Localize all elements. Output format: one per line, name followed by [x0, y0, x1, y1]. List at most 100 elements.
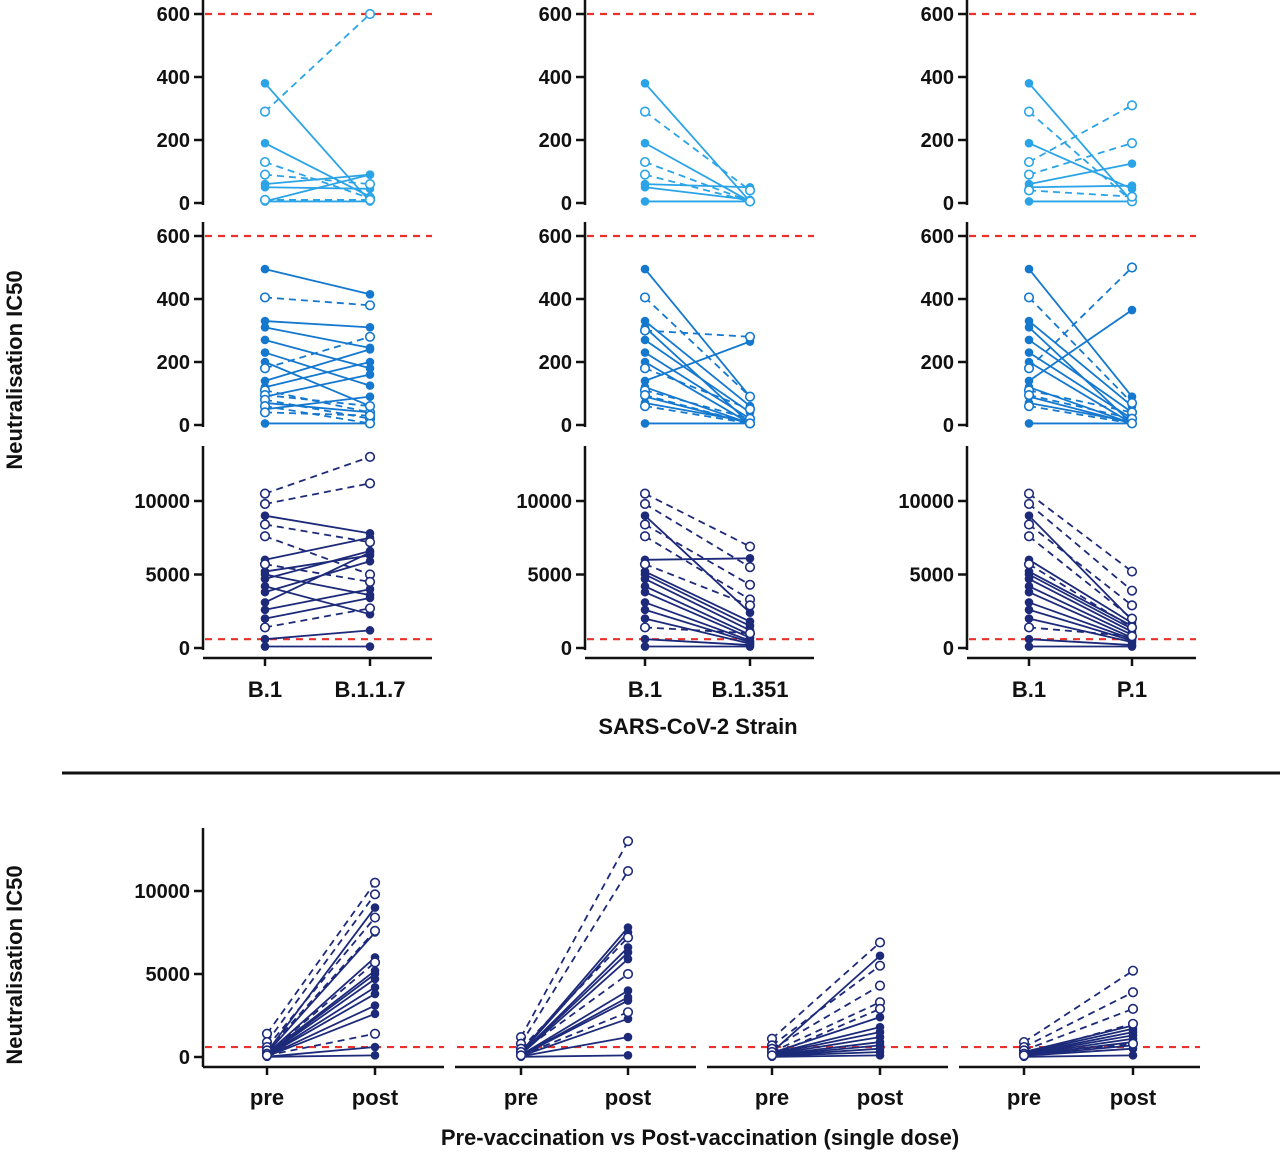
y-tick-label: 600 [157, 226, 190, 248]
series-line [644, 503, 751, 568]
series-line [266, 882, 376, 1035]
data-point-B.1 [639, 519, 651, 530]
x-tick-label: B.1.1.7 [335, 677, 406, 702]
series-11 [639, 292, 756, 402]
data-point-B.1 [260, 335, 270, 345]
series-line [266, 986, 376, 1057]
y-tick-label: 0 [943, 638, 954, 660]
series-17 [1023, 622, 1138, 642]
series-line [264, 173, 371, 185]
y-tick-label: 400 [539, 67, 572, 89]
series-line [1028, 142, 1133, 190]
x-tick-label: pre [1007, 1085, 1041, 1110]
series-line [264, 173, 371, 203]
series-line [264, 629, 371, 641]
data-point-B.1.1.7 [365, 381, 375, 390]
series-line [1023, 1024, 1134, 1053]
series-line [264, 607, 371, 629]
series-13 [1023, 498, 1138, 596]
series-line [264, 394, 371, 407]
series-line [1028, 189, 1133, 198]
series-17 [639, 622, 756, 639]
series-11 [766, 960, 886, 1051]
data-point-B.1 [640, 182, 650, 192]
data-point-B.1 [640, 348, 650, 357]
y-tick-label: 5000 [528, 565, 573, 587]
data-point-B.1 [1024, 587, 1034, 597]
data-point-B.1.1.7 [364, 8, 376, 20]
series-16 [259, 394, 376, 424]
data-point-B.1 [640, 79, 650, 88]
series-line [520, 999, 629, 1057]
series-1 [262, 928, 380, 1058]
series-line [264, 373, 371, 398]
data-point-B.1 [640, 587, 650, 597]
data-point-post [874, 1003, 886, 1014]
series-line [1023, 1054, 1134, 1058]
data-point-B.1.351 [744, 196, 756, 207]
series-line [264, 563, 371, 583]
series-line [1028, 351, 1133, 420]
series-line [1028, 591, 1133, 639]
series-line [1028, 389, 1133, 414]
series-0 [640, 511, 755, 618]
series-7 [260, 548, 375, 607]
series-13 [259, 331, 376, 374]
x-tick-label: pre [504, 1085, 538, 1110]
series-line [1028, 162, 1133, 185]
x-tick-label: post [605, 1085, 652, 1110]
y-tick-label: 200 [157, 352, 190, 374]
series-line [771, 1001, 881, 1053]
data-point-B.1 [260, 419, 270, 428]
data-point-B.1.1.7 [365, 357, 375, 367]
panel-top-row-3-B.1.351: 0 5000 10000 B.1 B.1.351 [516, 446, 814, 702]
data-point-B.1.1.7 [364, 194, 376, 205]
data-point-B.1 [640, 335, 650, 345]
top-x-axis-title: SARS-CoV-2 Strain [598, 714, 797, 739]
top-y-axis-title: Neutralisation IC50 [2, 270, 27, 469]
series-line [266, 993, 376, 1057]
data-point-B.1 [639, 559, 651, 570]
data-point-P.1 [1126, 613, 1138, 624]
panel-top-row-2-B.1.351: 0 200 400 600 [539, 222, 814, 437]
data-point-B.1 [260, 138, 270, 148]
data-point-B.1 [640, 574, 650, 584]
data-point-B.1.1.7 [364, 331, 376, 342]
data-point-post [370, 982, 380, 992]
series-12 [1023, 262, 1138, 374]
series-line [644, 585, 751, 636]
data-point-B.1.1.7 [365, 392, 375, 401]
data-point-B.1 [639, 363, 651, 374]
data-point-post [1127, 1003, 1139, 1014]
series-12 [259, 451, 376, 499]
series-line [1028, 142, 1133, 176]
data-point-B.1.351 [744, 404, 756, 415]
data-point-B.1.1.7 [365, 548, 375, 557]
data-point-B.1 [1024, 642, 1034, 651]
data-point-B.1 [639, 622, 651, 633]
series-line [771, 1016, 881, 1054]
data-point-B.1 [640, 511, 650, 520]
data-point-pre [1018, 1050, 1030, 1061]
series-line [1028, 110, 1133, 203]
series-1 [260, 138, 375, 201]
series-line [264, 320, 371, 329]
data-point-post [369, 912, 381, 923]
series-line [644, 591, 751, 639]
series-6 [1023, 100, 1138, 168]
series-line [264, 402, 371, 414]
series-line [644, 367, 751, 411]
series-line [644, 389, 751, 420]
y-tick-label: 400 [921, 289, 954, 311]
series-15 [515, 1007, 634, 1061]
series-11 [1024, 642, 1137, 651]
data-point-B.1 [260, 634, 270, 644]
series-line [266, 1032, 376, 1057]
data-point-B.1 [1023, 488, 1035, 499]
series-line [264, 588, 371, 611]
data-point-B.1 [1023, 185, 1035, 196]
series-4 [1024, 197, 1137, 206]
series-line [644, 329, 751, 338]
series-1 [260, 316, 375, 332]
data-point-pre [515, 1050, 527, 1061]
